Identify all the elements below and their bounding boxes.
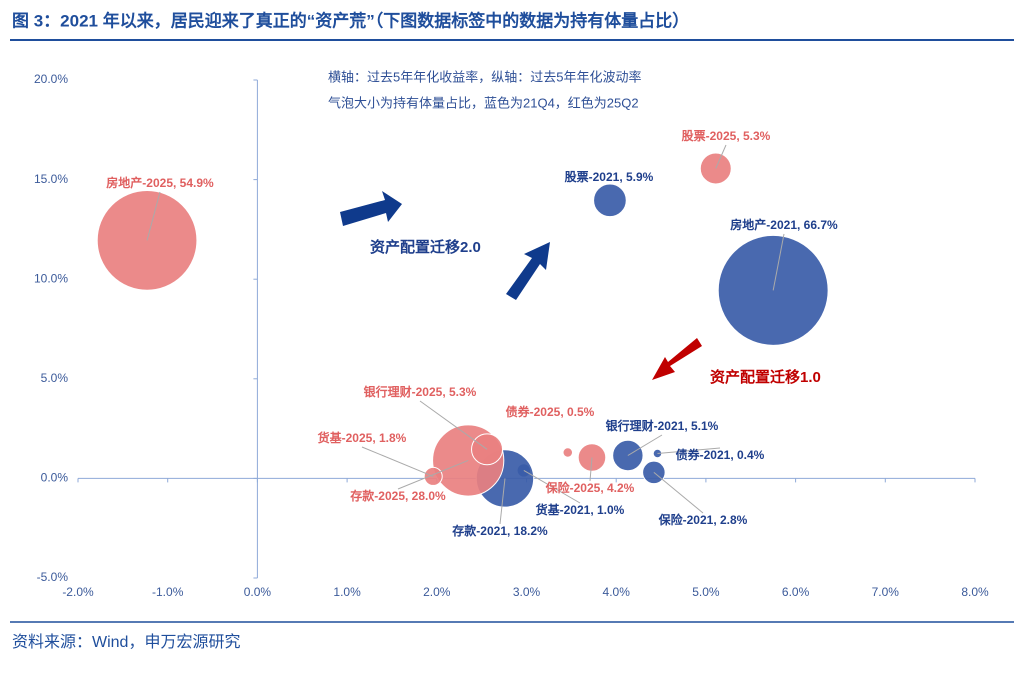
annotation: 资产配置迁移1.0 xyxy=(710,368,821,386)
leader-line xyxy=(715,144,727,169)
leader-line xyxy=(419,400,488,450)
y-tick-label: 20.0% xyxy=(34,72,68,86)
y-tick-label: 0.0% xyxy=(41,471,69,485)
bubble xyxy=(593,183,627,218)
data-label: 债券-2021, 0.4% xyxy=(676,447,765,462)
leader-line xyxy=(657,447,721,454)
leader-line xyxy=(523,469,581,504)
data-label: 货基-2021, 1.0% xyxy=(536,502,625,517)
x-tick-label: 4.0% xyxy=(603,585,631,599)
y-tick-label: 10.0% xyxy=(34,271,68,285)
x-tick-label: 6.0% xyxy=(782,585,810,599)
x-tick-label: -1.0% xyxy=(152,585,184,599)
arrow xyxy=(652,338,702,380)
arrow xyxy=(506,242,550,300)
y-tick-label: 15.0% xyxy=(34,172,68,186)
leader-line xyxy=(627,434,663,456)
data-label: 股票-2021, 5.9% xyxy=(565,169,654,184)
note: 横轴：过去5年年化收益率，纵轴：过去5年年化波动率 xyxy=(328,69,641,84)
annotation: 资产配置迁移2.0 xyxy=(370,238,481,256)
bubble xyxy=(562,447,574,458)
data-label: 房地产-2021, 66.7% xyxy=(730,217,838,232)
x-tick-label: 0.0% xyxy=(244,585,272,599)
x-tick-label: -2.0% xyxy=(62,585,94,599)
x-tick-label: 7.0% xyxy=(872,585,900,599)
leader-line xyxy=(653,472,704,514)
data-label: 房地产-2025, 54.9% xyxy=(106,175,214,190)
leader-line xyxy=(146,191,161,241)
arrow xyxy=(340,191,402,226)
data-label: 股票-2025, 5.3% xyxy=(682,128,771,143)
x-tick-label: 5.0% xyxy=(692,585,720,599)
data-label: 银行理财-2021, 5.1% xyxy=(606,418,719,433)
x-tick-label: 1.0% xyxy=(333,585,361,599)
note: 气泡大小为持有体量占比，蓝色为21Q4，红色为25Q2 xyxy=(328,95,639,110)
data-label: 存款-2025, 28.0% xyxy=(349,488,446,503)
chart-title: 图 3：2021 年以来，居民迎来了真正的“资产荒”（下图数据标签中的数据为持有… xyxy=(12,10,689,30)
data-label: 债券-2025, 0.5% xyxy=(506,404,595,419)
data-label: 银行理财-2025, 5.3% xyxy=(364,384,477,399)
x-tick-label: 3.0% xyxy=(513,585,541,599)
y-tick-label: 5.0% xyxy=(41,371,69,385)
bubble xyxy=(699,152,732,185)
data-label: 货基-2025, 1.8% xyxy=(318,430,407,445)
x-tick-label: 8.0% xyxy=(961,585,989,599)
leader-line xyxy=(589,457,593,482)
x-tick-label: 2.0% xyxy=(423,585,451,599)
leader-line xyxy=(772,233,785,291)
data-label: 存款-2021, 18.2% xyxy=(451,523,548,538)
data-label: 保险-2021, 2.8% xyxy=(658,512,748,527)
data-label: 保险-2025, 4.2% xyxy=(545,480,635,495)
leader-line xyxy=(361,446,434,477)
leader-line xyxy=(397,460,469,490)
y-tick-label: -5.0% xyxy=(37,570,69,584)
leader-line xyxy=(499,478,506,525)
source: 资料来源：Wind，申万宏源研究 xyxy=(12,633,240,651)
